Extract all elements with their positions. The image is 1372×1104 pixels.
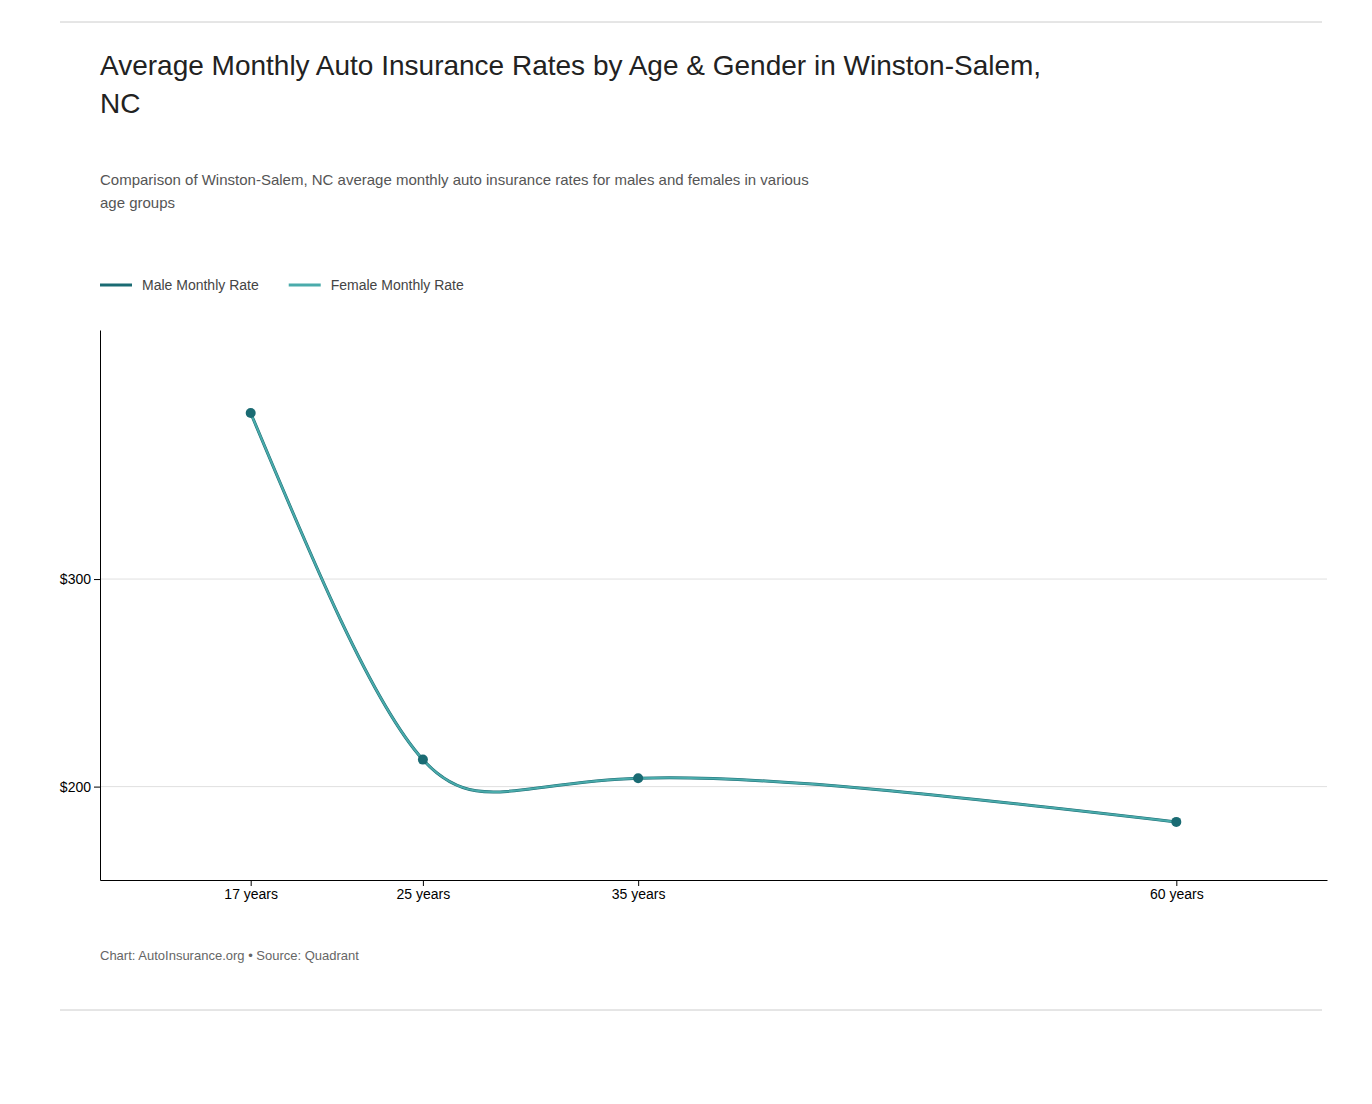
tick-label: 25 years (397, 886, 451, 902)
bottom-rule (60, 1010, 1322, 1011)
tick: 17 years (224, 880, 278, 902)
top-rule (60, 22, 1322, 23)
data-point (633, 773, 643, 783)
tick: 25 years (397, 880, 451, 902)
tick-mark (94, 579, 100, 580)
legend-item: Female Monthly Rate (289, 277, 464, 293)
axis-line (100, 331, 101, 881)
plot-area (246, 408, 1182, 827)
tick: 60 years (1150, 880, 1204, 902)
legend: Male Monthly Rate Female Monthly Rate (100, 277, 464, 293)
tick-label: 17 years (224, 886, 278, 902)
series-line (251, 413, 1177, 822)
series-line (251, 413, 1177, 822)
x-axis: 17 years 25 years 35 years 60 years (101, 880, 1328, 902)
tick-label: 35 years (612, 886, 666, 902)
chart: Average Monthly Auto Insurance Rates by … (0, 0, 1372, 1104)
footer: Chart: AutoInsurance.org • Source: Quadr… (100, 948, 359, 963)
tick: $200 (60, 779, 100, 795)
data-point (418, 755, 428, 765)
title: Average Monthly Auto Insurance Rates by … (100, 50, 1041, 119)
tick-mark (94, 787, 100, 788)
axis-line (101, 880, 1328, 881)
legend-label: Female Monthly Rate (331, 277, 464, 293)
tick: 35 years (612, 880, 666, 902)
data-point (246, 408, 256, 418)
tick-label: 60 years (1150, 886, 1204, 902)
legend-label: Male Monthly Rate (142, 277, 259, 293)
tick: $300 (60, 571, 100, 587)
subtitle: Comparison of Winston-Salem, NC average … (100, 171, 809, 211)
grid-line (100, 579, 1327, 580)
legend-swatch (100, 284, 132, 287)
tick-label: $200 (60, 779, 91, 795)
y-axis: $200 $300 (60, 331, 101, 881)
tick-label: $300 (60, 571, 91, 587)
legend-item: Male Monthly Rate (100, 277, 259, 293)
legend-swatch (289, 284, 321, 287)
grid-line (100, 786, 1327, 787)
data-point (1171, 817, 1181, 827)
grid (100, 579, 1327, 787)
